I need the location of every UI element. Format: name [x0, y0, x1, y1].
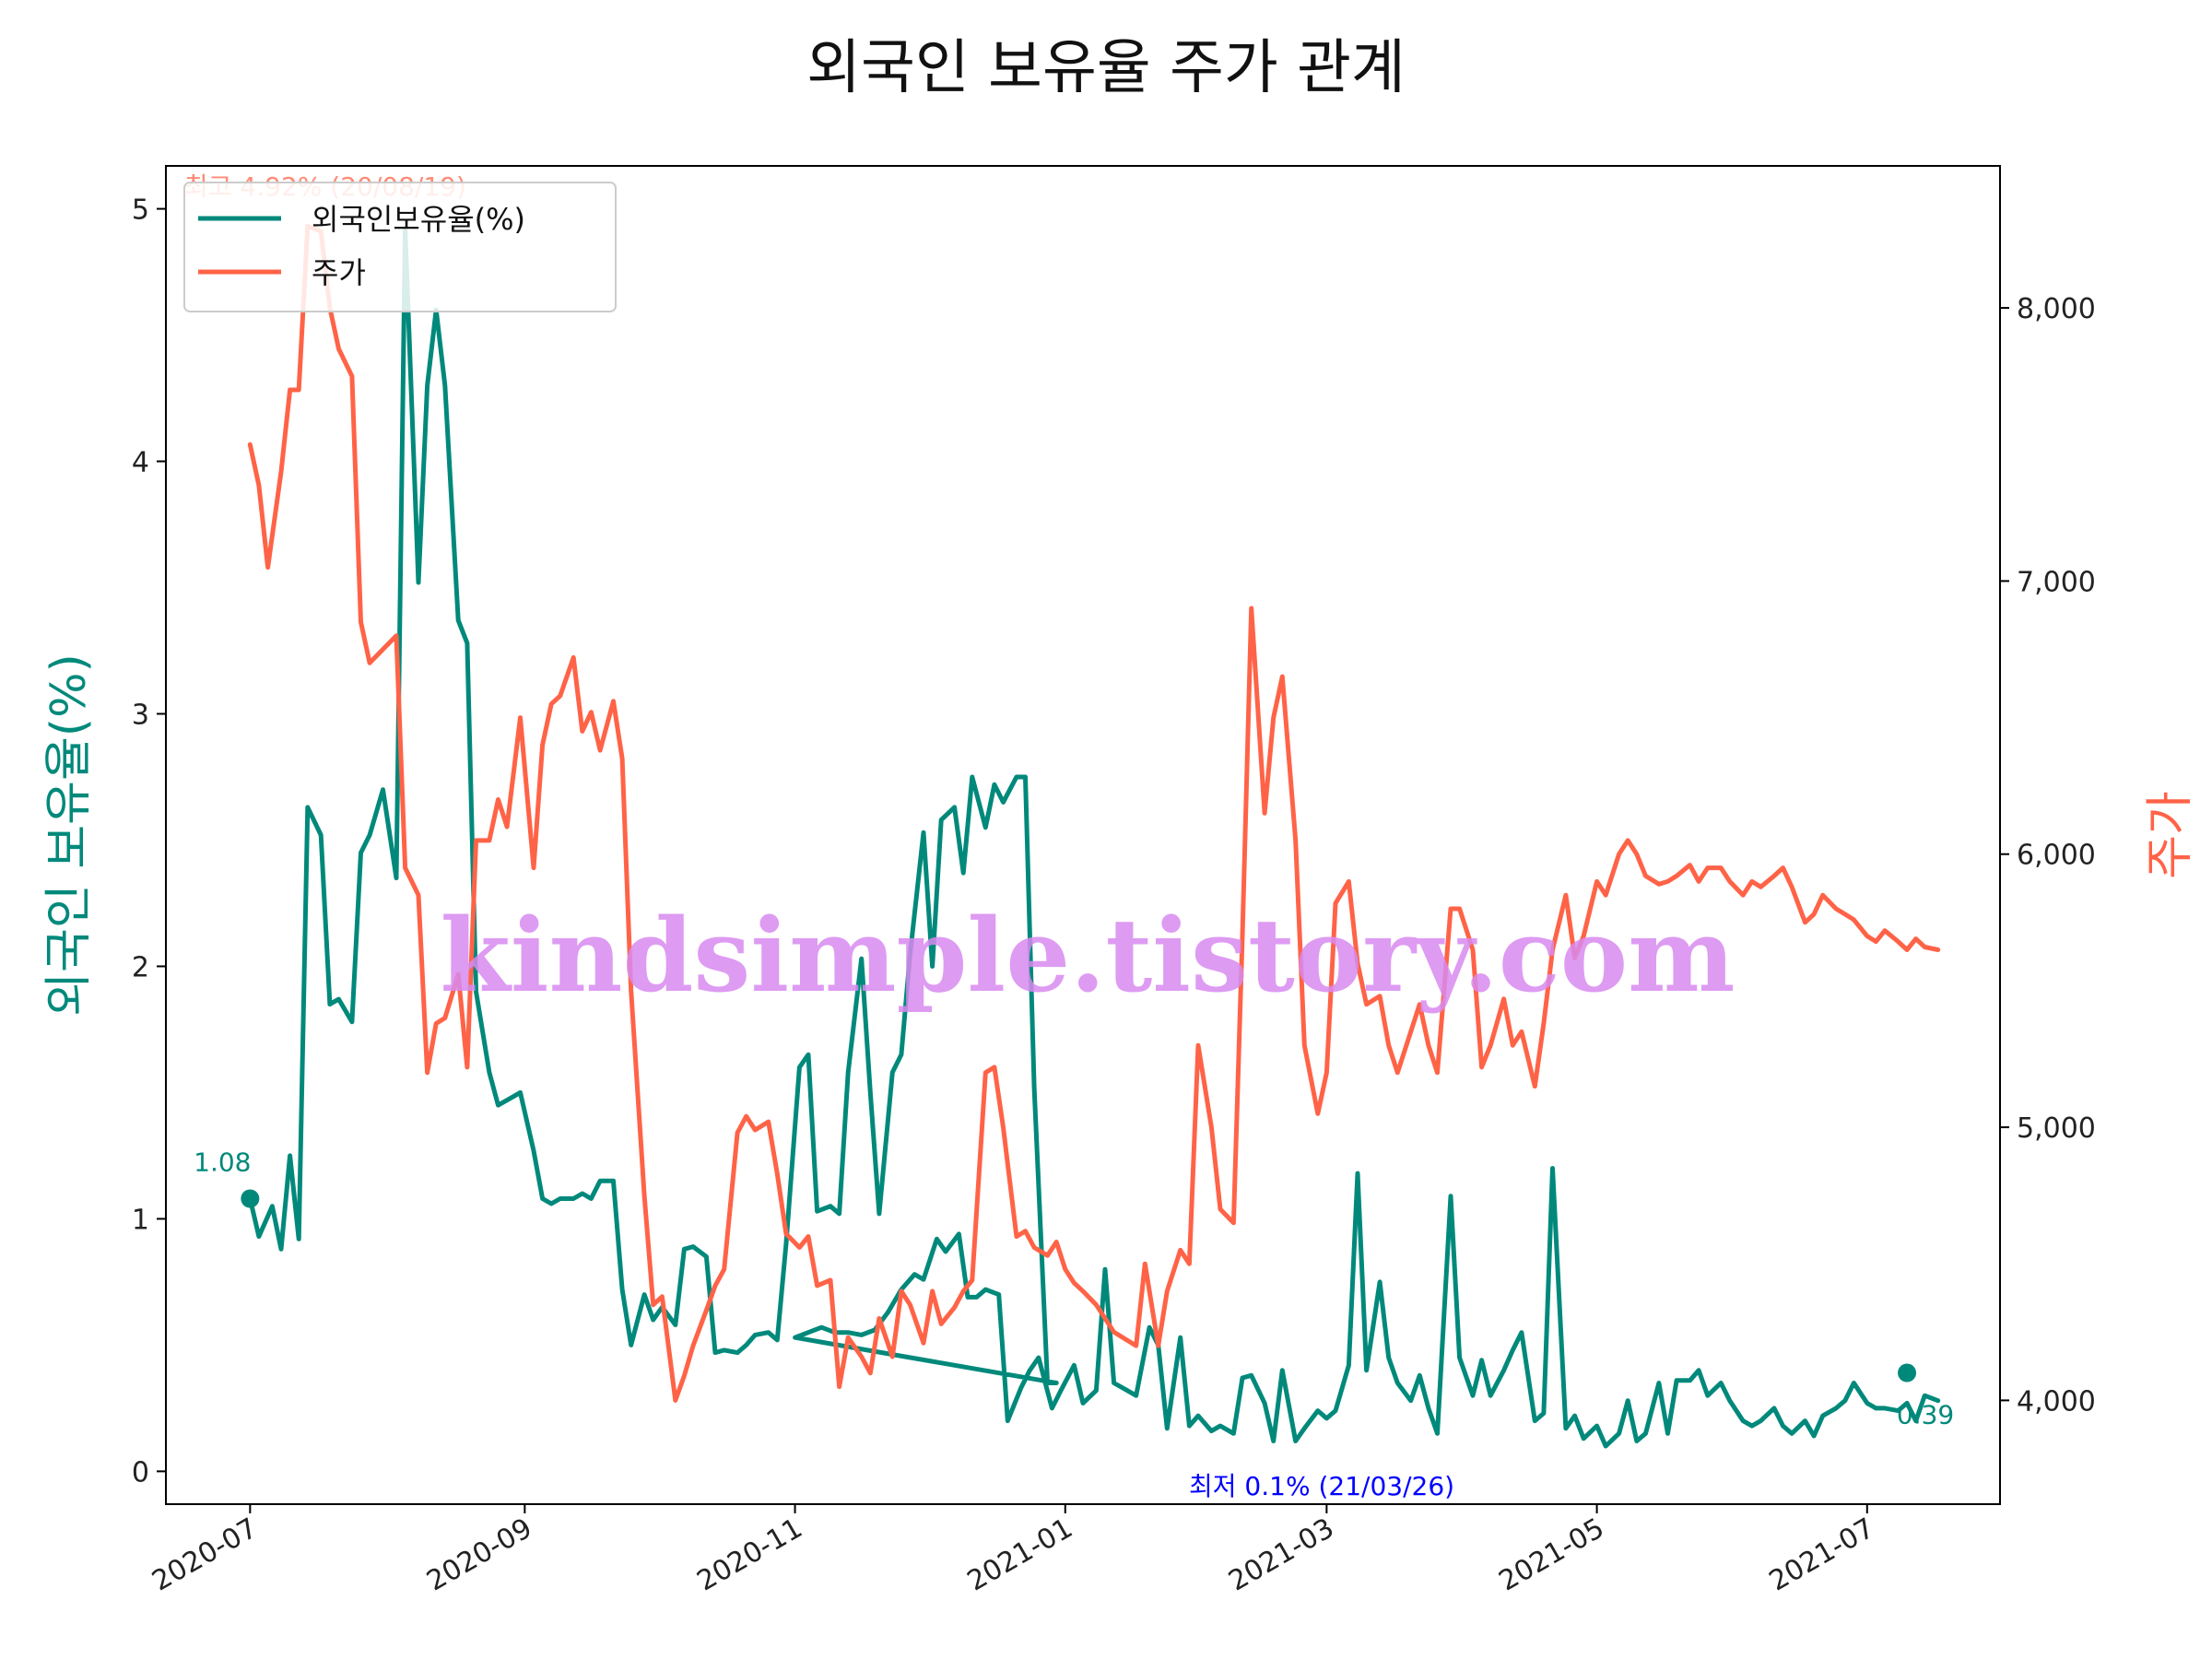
series-line-stock-price [247, 223, 1941, 1403]
end-value-label: 0.39 [1897, 1400, 1954, 1430]
x-tick-label: 2021-03 [1223, 1512, 1339, 1598]
min-annotation: 최저 0.1% (21/03/26) [1189, 1471, 1454, 1501]
chart-title: 외국인 보유율 주가 관계 [806, 34, 1406, 102]
right-y-axis: 4,000 5,000 6,000 7,000 8,000 [2000, 293, 2096, 1418]
x-axis: 2020-07 2020-09 2020-11 2021-01 2021-03 2021-… [147, 1504, 1880, 1598]
x-tick-label: 2021-05 [1494, 1512, 1610, 1598]
right-axis-label: 주가 [2143, 791, 2198, 879]
left-tick-label: 5 [132, 194, 149, 227]
annotation-layer: 최고 4.92% (20/08/19) 최저 0.1% (21/03/26) 1… [184, 171, 1954, 1501]
watermark: kindsimple.tistory.com [441, 896, 1735, 1015]
right-tick-label: 7,000 [2017, 566, 2096, 598]
legend: 외국인보유율(%) 주가 [183, 182, 617, 312]
series-layer [247, 223, 1941, 1449]
plot-frame [165, 165, 2001, 1505]
x-tick-label: 2021-07 [1764, 1512, 1880, 1598]
start-point-marker [241, 1189, 260, 1208]
left-tick-label: 0 [132, 1456, 149, 1488]
left-y-axis: 0 1 2 3 4 5 [132, 194, 166, 1488]
left-tick-label: 3 [132, 699, 149, 731]
end-point-marker [1898, 1363, 1917, 1382]
x-tick-label: 2020-11 [691, 1512, 807, 1598]
x-tick-label: 2020-07 [147, 1512, 263, 1598]
right-tick-label: 5,000 [2017, 1112, 2096, 1145]
x-tick-label: 2020-09 [421, 1512, 537, 1598]
right-tick-label: 4,000 [2017, 1385, 2096, 1418]
left-tick-label: 2 [132, 951, 149, 983]
legend-box [183, 182, 617, 312]
series-line-foreign-ownership [247, 227, 1941, 1449]
start-value-label: 1.08 [194, 1147, 251, 1178]
legend-label-foreign: 외국인보유율(%) [312, 202, 525, 237]
legend-label-price: 주가 [312, 255, 366, 290]
right-tick-label: 8,000 [2017, 293, 2096, 325]
left-tick-label: 1 [132, 1204, 149, 1236]
right-tick-label: 6,000 [2017, 840, 2096, 872]
x-tick-label: 2021-01 [962, 1512, 1078, 1598]
left-tick-label: 4 [132, 447, 149, 479]
left-axis-label: 외국인 보유율(%) [41, 653, 97, 1017]
